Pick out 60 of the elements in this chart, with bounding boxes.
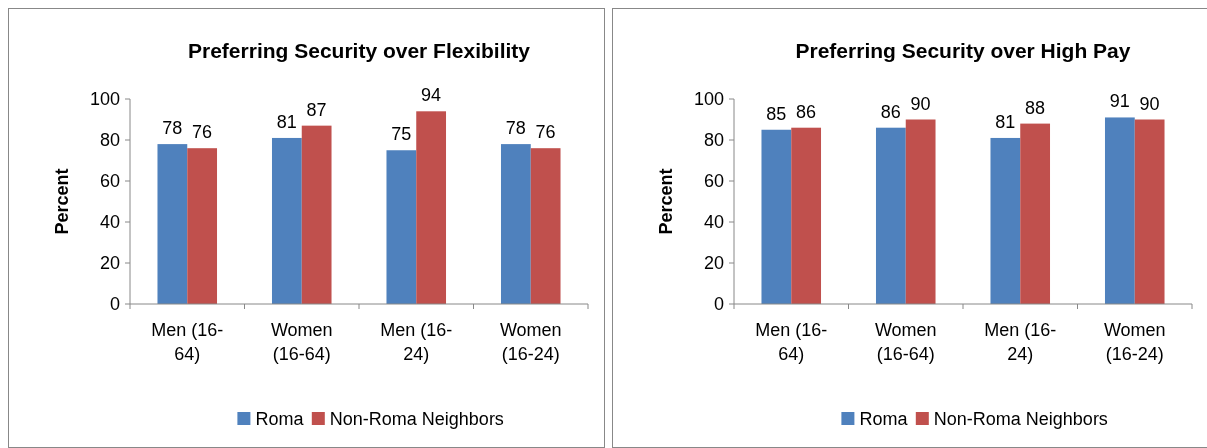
y-tick-label: 100 [693, 89, 724, 110]
data-label: 85 [766, 103, 787, 124]
data-label: 81 [995, 111, 1016, 132]
bar [1020, 123, 1051, 304]
y-axis-title: Percent [52, 168, 72, 235]
bar [905, 119, 936, 304]
data-label: 75 [391, 124, 412, 145]
data-label: 90 [1139, 93, 1160, 114]
data-label: 78 [162, 118, 183, 139]
legend-label: Roma [859, 409, 909, 430]
y-tick-label: 40 [703, 212, 724, 233]
data-label: 78 [505, 118, 526, 139]
bar [1104, 117, 1135, 304]
x-tick-label: Women (16-64) [270, 320, 333, 364]
bar [416, 111, 447, 304]
legend-label: Non-Roma Neighbors [933, 409, 1108, 430]
x-tick-label: Men (16-24) [380, 320, 453, 364]
x-tick-label: Women (16-24) [1103, 320, 1166, 364]
bar [386, 150, 417, 304]
bar [875, 127, 906, 304]
y-tick-label: 60 [703, 171, 724, 192]
data-label: 86 [796, 101, 817, 122]
bar [187, 148, 218, 304]
x-tick-label: Women (16-64) [874, 320, 937, 364]
bar [271, 137, 302, 304]
data-label: 76 [192, 122, 213, 143]
chart-title: Preferring Security over Flexibility [188, 39, 531, 62]
data-label: 86 [880, 101, 901, 122]
bar [530, 148, 561, 304]
y-tick-label: 20 [703, 253, 724, 274]
y-tick-label: 100 [89, 89, 120, 110]
y-tick-label: 20 [99, 253, 120, 274]
y-tick-label: 60 [99, 171, 120, 192]
y-tick-label: 40 [99, 212, 120, 233]
data-label: 94 [421, 85, 442, 106]
bar [990, 137, 1021, 304]
x-tick-label: Women (16-24) [499, 320, 562, 364]
bar [157, 144, 188, 304]
y-axis-title: Percent [656, 168, 676, 235]
data-label: 88 [1025, 97, 1046, 118]
chart-title: Preferring Security over High Pay [795, 39, 1131, 62]
bar [791, 127, 822, 304]
x-tick-label: Men (16-64) [755, 320, 828, 364]
x-tick-label: Men (16-64) [151, 320, 224, 364]
data-label: 76 [535, 122, 556, 143]
data-label: 90 [910, 93, 931, 114]
bar [301, 125, 332, 304]
y-tick-label: 0 [109, 294, 120, 315]
data-label: 87 [306, 99, 327, 120]
legend-label: Non-Roma Neighbors [329, 409, 504, 430]
y-tick-label: 0 [713, 294, 724, 315]
y-tick-label: 80 [703, 130, 724, 151]
bar [500, 144, 531, 304]
legend-label: Roma [255, 409, 305, 430]
y-tick-label: 80 [99, 130, 120, 151]
data-label: 81 [276, 111, 297, 132]
data-label: 91 [1109, 91, 1130, 112]
bar [1134, 119, 1165, 304]
bar [761, 129, 792, 304]
x-tick-label: Men (16-24) [984, 320, 1057, 364]
